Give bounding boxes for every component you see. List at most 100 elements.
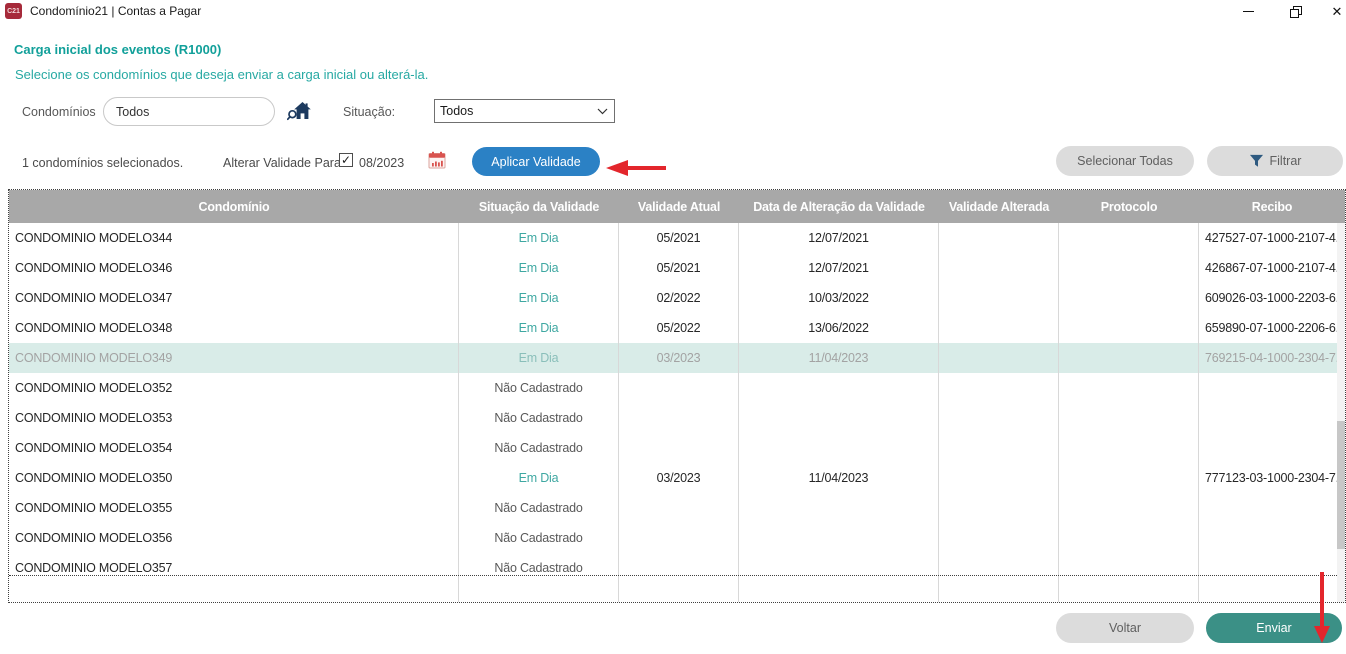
cell-validade-atual xyxy=(619,433,739,463)
cell-protocolo xyxy=(1059,313,1199,343)
cell-protocolo xyxy=(1059,553,1199,583)
table-row[interactable]: CONDOMINIO MODELO356 Não Cadastrado xyxy=(9,523,1345,553)
cell-protocolo xyxy=(1059,283,1199,313)
condominios-label: Condomínios xyxy=(22,105,96,119)
cell-data-alteracao: 11/04/2023 xyxy=(739,343,939,373)
cell-condominio: CONDOMINIO MODELO348 xyxy=(9,313,459,343)
scrollbar-thumb[interactable] xyxy=(1337,421,1345,549)
close-button[interactable]: ✕ xyxy=(1331,3,1343,19)
table-row[interactable]: CONDOMINIO MODELO355 Não Cadastrado xyxy=(9,493,1345,523)
cell-recibo: 426867-07-1000-2107-4... xyxy=(1205,261,1345,275)
cell-validade-atual xyxy=(619,553,739,583)
cell-situacao: Em Dia xyxy=(459,253,619,283)
minimize-icon xyxy=(1242,11,1254,12)
cell-validade-alterada xyxy=(939,493,1059,523)
vertical-scrollbar[interactable] xyxy=(1337,223,1345,602)
cell-recibo: 777123-03-1000-2304-7... xyxy=(1205,471,1345,485)
search-condominium-icon[interactable] xyxy=(287,100,311,122)
cell-validade-atual xyxy=(619,403,739,433)
selected-count-text: 1 condomínios selecionados. xyxy=(22,156,184,170)
condominios-input[interactable]: Todos xyxy=(103,97,275,126)
calendar-icon[interactable] xyxy=(427,150,447,170)
situacao-select-value: Todos xyxy=(440,104,474,118)
table-row[interactable]: CONDOMINIO MODELO353 Não Cadastrado xyxy=(9,403,1345,433)
table-filler-row xyxy=(9,583,1345,602)
cell-data-alteracao xyxy=(739,583,939,602)
cell-situacao: Em Dia xyxy=(459,223,619,253)
alterar-validade-checkbox[interactable]: ✓ xyxy=(339,153,353,167)
restore-icon xyxy=(1290,5,1302,18)
cell-validade-alterada xyxy=(939,313,1059,343)
cell-data-alteracao xyxy=(739,493,939,523)
cell-validade-atual: 03/2023 xyxy=(619,343,739,373)
cell-validade-alterada xyxy=(939,373,1059,403)
table-row[interactable]: CONDOMINIO MODELO346 Em Dia 05/2021 12/0… xyxy=(9,253,1345,283)
cell-validade-atual xyxy=(619,493,739,523)
cell-validade-alterada xyxy=(939,403,1059,433)
table-row[interactable]: CONDOMINIO MODELO349 Em Dia 03/2023 11/0… xyxy=(9,343,1345,373)
cell-recibo xyxy=(1199,493,1345,523)
cell-data-alteracao: 11/04/2023 xyxy=(739,463,939,493)
cell-protocolo xyxy=(1059,493,1199,523)
cell-protocolo xyxy=(1059,583,1199,602)
cell-recibo: 609026-03-1000-2203-6... xyxy=(1205,291,1345,305)
cell-condominio: CONDOMINIO MODELO354 xyxy=(9,433,459,463)
cell-situacao: Em Dia xyxy=(459,313,619,343)
table-row[interactable]: CONDOMINIO MODELO347 Em Dia 02/2022 10/0… xyxy=(9,283,1345,313)
cell-situacao: Não Cadastrado xyxy=(459,553,619,583)
cell-protocolo xyxy=(1059,433,1199,463)
cell-validade-atual: 03/2023 xyxy=(619,463,739,493)
table-row[interactable]: CONDOMINIO MODELO350 Em Dia 03/2023 11/0… xyxy=(9,463,1345,493)
cell-situacao: Não Cadastrado xyxy=(459,433,619,463)
cell-data-alteracao xyxy=(739,403,939,433)
cell-data-alteracao: 12/07/2021 xyxy=(739,223,939,253)
cell-condominio: CONDOMINIO MODELO352 xyxy=(9,373,459,403)
table-row[interactable]: CONDOMINIO MODELO354 Não Cadastrado xyxy=(9,433,1345,463)
condominios-input-value: Todos xyxy=(116,104,150,119)
cell-data-alteracao: 10/03/2022 xyxy=(739,283,939,313)
situacao-select[interactable]: Todos xyxy=(434,99,615,123)
selecionar-todas-button[interactable]: Selecionar Todas xyxy=(1056,146,1194,176)
table-row[interactable]: CONDOMINIO MODELO348 Em Dia 05/2022 13/0… xyxy=(9,313,1345,343)
table-header-row: Condomínio Situação da Validade Validade… xyxy=(9,190,1345,223)
table-row[interactable]: CONDOMINIO MODELO352 Não Cadastrado xyxy=(9,373,1345,403)
column-header-validade-atual[interactable]: Validade Atual xyxy=(637,199,721,214)
enviar-button[interactable]: Enviar xyxy=(1206,613,1342,643)
restore-button[interactable] xyxy=(1281,0,1311,23)
cell-situacao: Em Dia xyxy=(459,283,619,313)
cell-validade-alterada xyxy=(939,253,1059,283)
column-header-data-alteracao[interactable]: Data de Alteração da Validade xyxy=(753,199,925,214)
cell-recibo: 659890-07-1000-2206-6... xyxy=(1205,321,1345,335)
aplicar-validade-button[interactable]: Aplicar Validade xyxy=(472,147,600,176)
cell-data-alteracao xyxy=(739,553,939,583)
cell-validade-atual: 05/2022 xyxy=(619,313,739,343)
filtrar-button[interactable]: Filtrar xyxy=(1207,146,1343,176)
page-subtitle: Selecione os condomínios que deseja envi… xyxy=(15,67,429,82)
column-header-condominio[interactable]: Condomínio xyxy=(198,199,270,214)
cell-situacao: Não Cadastrado xyxy=(459,373,619,403)
table-row[interactable]: CONDOMINIO MODELO357 Não Cadastrado xyxy=(9,553,1345,583)
alterar-validade-label: Alterar Validade Para xyxy=(223,156,341,170)
cell-recibo xyxy=(1199,553,1345,583)
cell-validade-alterada xyxy=(939,523,1059,553)
cell-protocolo xyxy=(1059,373,1199,403)
column-header-situacao[interactable]: Situação da Validade xyxy=(478,199,600,214)
cell-data-alteracao xyxy=(739,373,939,403)
cell-validade-atual: 05/2021 xyxy=(619,223,739,253)
voltar-button[interactable]: Voltar xyxy=(1056,613,1194,643)
cell-protocolo xyxy=(1059,463,1199,493)
filtrar-button-label: Filtrar xyxy=(1269,154,1302,168)
cell-data-alteracao xyxy=(739,433,939,463)
minimize-button[interactable] xyxy=(1233,0,1263,23)
column-header-validade-alterada[interactable]: Validade Alterada xyxy=(948,199,1050,214)
column-header-recibo[interactable]: Recibo xyxy=(1251,199,1293,214)
column-header-protocolo[interactable]: Protocolo xyxy=(1100,199,1158,214)
validade-value-text: 08/2023 xyxy=(359,156,405,170)
cell-condominio: CONDOMINIO MODELO355 xyxy=(9,493,459,523)
cell-condominio: CONDOMINIO MODELO356 xyxy=(9,523,459,553)
annotation-arrow-aplicar xyxy=(606,160,666,176)
cell-protocolo xyxy=(1059,523,1199,553)
page-title: Carga inicial dos eventos (R1000) xyxy=(14,42,222,57)
table-row[interactable]: CONDOMINIO MODELO344 Em Dia 05/2021 12/0… xyxy=(9,223,1345,253)
cell-condominio xyxy=(9,583,459,602)
